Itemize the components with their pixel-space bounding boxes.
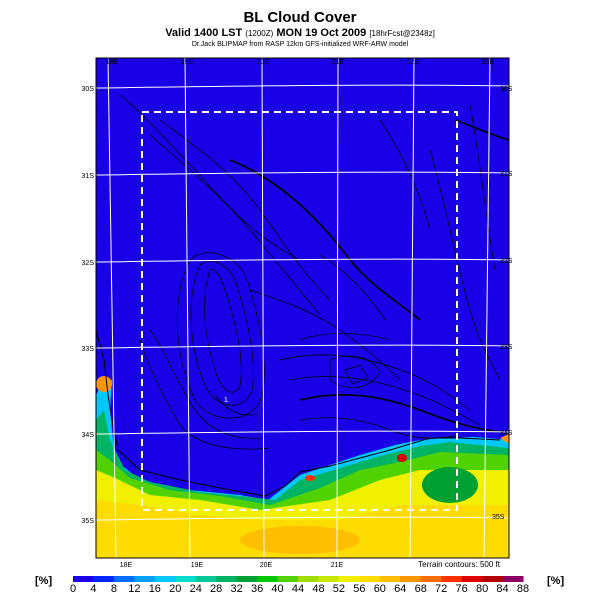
colorbar-tick-label: 52 [333,583,345,595]
lat-label-left: 31S [82,173,95,180]
colorbar-tick-label: 36 [251,583,263,595]
lat-label-left: 33S [82,346,95,353]
colorbar-unit-right: [%] [547,575,564,587]
valid-time-line: Valid 1400 LST (1200Z) MON 19 Oct 2009 [… [0,27,600,39]
colorbar-tick-label: 32 [231,583,243,595]
lon-label-top: 23E [482,59,495,66]
colorbar-tick-label: 24 [190,583,202,595]
colorbar-swatch [195,576,217,582]
colorbar-tick-label: 28 [210,583,222,595]
forecast-info: [18hrFcst@2348z] [369,29,435,38]
valid-time: Valid 1400 LST [165,27,243,39]
cloud-spot-red [397,454,407,462]
colorbar-tick-label: 48 [312,583,324,595]
colorbar-tick-label: 20 [169,583,181,595]
lon-label-bottom: 18E [120,562,133,569]
colorbar-swatch [359,576,381,582]
lon-label-bottom: 20E [260,562,273,569]
colorbar-swatch [113,576,135,582]
cloud-spot-darkgreen [422,467,478,503]
lat-label-right: 31S [500,171,513,178]
cloud-spot-west [96,376,112,392]
colorbar-tick-label: 80 [476,583,488,595]
colorbar-swatch [400,576,422,582]
colorbar-swatch [134,576,156,582]
colorbar-swatch [441,576,463,582]
colorbar-tick-label: 64 [394,583,406,595]
lon-label-top: 20E [257,59,270,66]
colorbar-tick-label: 76 [456,583,468,595]
colorbar-swatch [257,576,279,582]
colorbar-swatch [338,576,360,582]
lat-label-right: 32S [500,258,513,265]
lon-label-top: 21E [332,59,345,66]
colorbar-tick-label: 84 [496,583,508,595]
lat-label-left: 32S [82,260,95,267]
colorbar-swatch [318,576,340,582]
major-contours [229,119,510,433]
colorbar-tick-label: 72 [435,583,447,595]
map-title: BL Cloud Cover [243,9,357,26]
valid-zulu: (1200Z) [245,29,274,38]
lat-label-right: 34S [500,430,513,437]
lat-label-right: 30S [500,86,513,93]
colorbar-swatch [420,576,442,582]
colorbar-unit-left: [%] [35,575,52,587]
terrain-contours [119,94,501,450]
colorbar-swatch [482,576,504,582]
colorbar-tick-label: 4 [90,583,96,595]
colorbar-tick-label: 40 [271,583,283,595]
cloud-spot-orange [240,526,360,554]
lon-label-top: 19E [181,59,194,66]
colorbar-swatch [73,576,94,582]
colorbar-tick-label: 0 [70,583,76,595]
cloud-spot-red2 [305,475,315,481]
lon-label-bottom: 21E [331,562,344,569]
colorbar-swatch [175,576,197,582]
valid-date: MON 19 Oct 2009 [276,27,367,39]
colorbar-tick-label: 56 [353,583,365,595]
colorbar-swatch [298,576,319,582]
colorbar-swatch [379,576,401,582]
colorbar-tick-label: 8 [111,583,117,595]
lat-label-left: 30S [82,86,95,93]
point-marker: 1 [224,397,228,404]
lon-label-top: 18E [106,59,119,66]
inner-domain-box [141,111,458,511]
colorbar-tick-label: 60 [374,583,386,595]
lat-label-right: 35S [492,514,505,521]
colorbar-tick-label: 44 [292,583,304,595]
colorbar-tick-label: 12 [128,583,140,595]
colorbar-swatch [236,576,258,582]
colorbar-tick-label: 88 [517,583,529,595]
colorbar: 0 4 8 12 16 20 24 28 32 36 40 44 48 52 56 60 64 68 72 76 80 8… [70,576,529,595]
colorbar-swatch [277,576,299,582]
model-credit: Dr.Jack BLIPMAP from RASP 12km GFS-initi… [191,41,409,48]
lon-label-bottom: 19E [191,562,204,569]
colorbar-swatch [93,576,115,582]
coastline [95,329,501,497]
cloud-spot-east [500,434,509,444]
terrain-contour-note: Terrain contours: 500 ft [418,560,501,569]
colorbar-tick-label: 68 [415,583,427,595]
colorbar-swatch [461,576,483,582]
map-border [95,57,510,559]
lat-label-left: 35S [82,518,95,525]
lon-label-top: 22E [407,59,420,66]
colorbar-swatch [216,576,238,582]
lat-label-right: 33S [500,344,513,351]
colorbar-tick-label: 16 [149,583,161,595]
colorbar-swatch [502,576,524,582]
colorbar-swatch [154,576,176,582]
lat-label-left: 34S [82,432,95,439]
